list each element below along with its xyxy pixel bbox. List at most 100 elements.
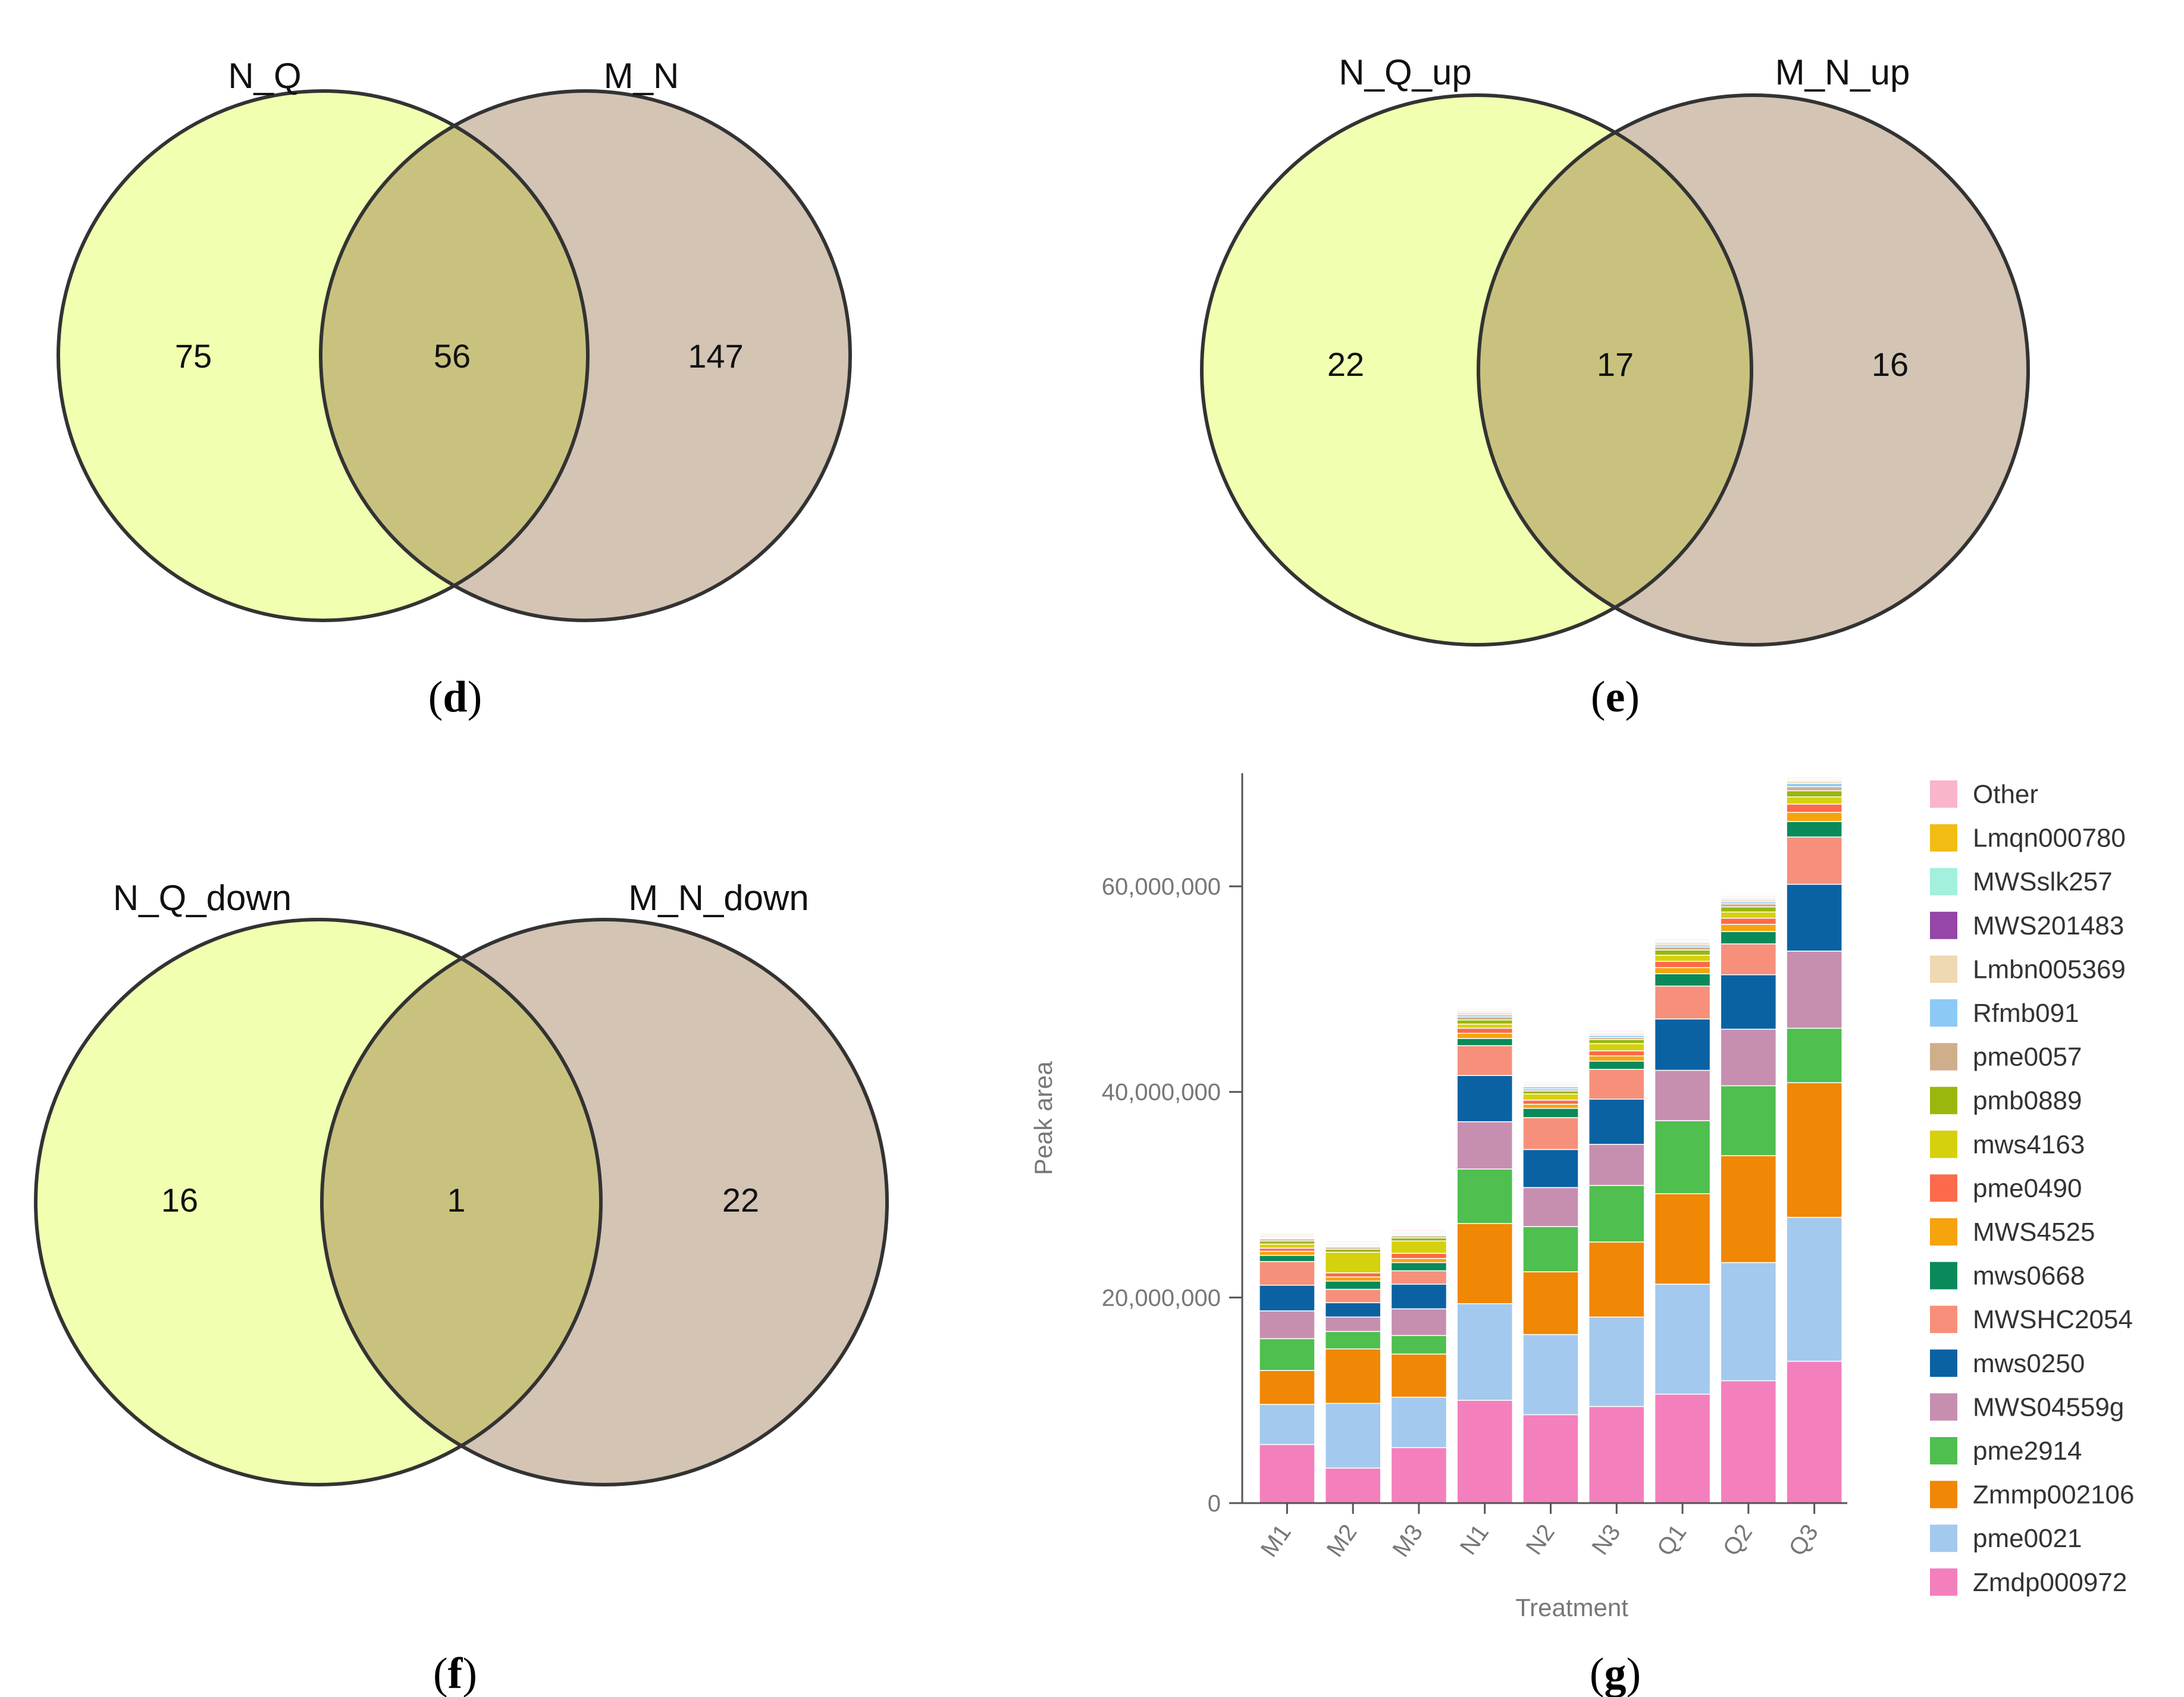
bar-segment-Q1-pme0057 xyxy=(1654,946,1711,951)
bar-segment-N1-mws4163 xyxy=(1456,1023,1513,1029)
legend-swatch-Lmbn005369 xyxy=(1930,955,1957,983)
bar-segment-Q3-mws0250 xyxy=(1786,883,1843,952)
legend-label-mws0668: mws0668 xyxy=(1973,1262,2085,1291)
bar-segment-M3-pmb0889 xyxy=(1390,1237,1447,1242)
x-tick-label: N2 xyxy=(1521,1520,1559,1560)
venn-panel-e: N_Q_up M_N_up 22 17 16 (e) xyxy=(1200,52,2030,722)
bar-segment-M3-mws0250 xyxy=(1390,1284,1447,1310)
legend-swatch-pme0057 xyxy=(1930,1043,1957,1071)
bar-segment-Q3-pme0490 xyxy=(1786,804,1843,813)
bar-segment-Q2-pme2914 xyxy=(1720,1085,1777,1156)
legend-label-Lmqn000780: Lmqn000780 xyxy=(1973,824,2126,853)
bar-segment-N1-Zmmp002106 xyxy=(1456,1223,1513,1304)
bar-segment-M3-pme2914 xyxy=(1390,1335,1447,1355)
legend-label-mws0250: mws0250 xyxy=(1973,1349,2085,1378)
legend-swatch-MWS201483 xyxy=(1930,911,1957,939)
bar-segment-N3-pme0021 xyxy=(1588,1316,1645,1407)
venn-e-left-label: N_Q_up xyxy=(1339,52,1471,92)
venn-f-right-label: M_N_down xyxy=(628,878,809,918)
venn-d-right-outline xyxy=(319,89,852,622)
legend-swatch-Zmmp002106 xyxy=(1930,1480,1957,1508)
x-tick-label: M2 xyxy=(1322,1520,1362,1562)
bar-segment-N2-Zmmp002106 xyxy=(1522,1271,1579,1335)
bar-segment-Q2-mws4163 xyxy=(1720,911,1777,919)
venn-f-left-label: N_Q_down xyxy=(113,878,292,918)
legend-label-Other: Other xyxy=(1973,780,2038,809)
panel-label-f: (f) xyxy=(433,1649,477,1697)
bar-segment-Q2-pme0490 xyxy=(1720,917,1777,925)
bar-segment-Q2-MWSHC2054 xyxy=(1720,943,1777,975)
legend-label-MWSHC2054: MWSHC2054 xyxy=(1973,1305,2133,1334)
venn-e-overlap xyxy=(1478,95,1751,645)
bar-segment-Q3-pme0021 xyxy=(1786,1216,1843,1362)
bar-segment-M2-pme0021 xyxy=(1324,1403,1381,1469)
legend-swatch-MWS4525 xyxy=(1930,1218,1957,1246)
bar-segment-Q2-Zmmp002106 xyxy=(1720,1155,1777,1263)
bar-segment-N3-Other xyxy=(1588,1030,1645,1032)
bar-segment-N2-Zmdp000972 xyxy=(1522,1414,1579,1504)
bar-segment-N3-MWS4525 xyxy=(1588,1055,1645,1062)
panel-letter-d: d xyxy=(443,673,467,722)
venn-d-left-outline xyxy=(57,89,590,622)
legend-label-Zmdp000972: Zmdp000972 xyxy=(1973,1568,2127,1597)
bar-segment-M1-mws0668 xyxy=(1259,1254,1315,1262)
bar-segment-M1-MWS4525 xyxy=(1259,1250,1315,1256)
venn-e-both-count: 17 xyxy=(1597,346,1634,383)
bar-segment-M2-Other xyxy=(1324,1240,1381,1243)
stacked-bar-chart: 0 20,000,000 40,000,000 60,000,000 M1 M2 M3 N1 N… xyxy=(1029,773,2134,1697)
legend-swatch-MWSHC2054 xyxy=(1930,1306,1957,1334)
bar-segment-M3-MWS4525 xyxy=(1390,1257,1447,1263)
bar-segment-Q1-pme2914 xyxy=(1654,1120,1711,1194)
venn-panel-d: N_Q M_N 75 56 147 (d) xyxy=(57,56,852,722)
y-tick-label: 20,000,000 xyxy=(1102,1285,1221,1311)
panel-letter-f: f xyxy=(448,1649,463,1697)
bar-segment-N1-MWS4525 xyxy=(1456,1033,1513,1039)
bar-segment-N1-pme2914 xyxy=(1456,1168,1513,1224)
bar-segment-Q3-MWS4525 xyxy=(1786,811,1843,822)
x-tick-label: M1 xyxy=(1256,1520,1296,1562)
bar-segment-Q2-pme0021 xyxy=(1720,1262,1777,1382)
bar-segment-M2-mws0250 xyxy=(1324,1302,1381,1318)
venn-f-left-count: 16 xyxy=(161,1181,198,1219)
legend-label-pmb0889: pmb0889 xyxy=(1973,1086,2082,1115)
bar-segment-Q3-Zmmp002106 xyxy=(1786,1082,1843,1218)
panel-letter-g: g xyxy=(1605,1649,1627,1697)
panel-label-g: (g) xyxy=(1590,1649,1641,1697)
x-tick-label: M3 xyxy=(1387,1520,1428,1562)
bar-segment-N2-pmb0889 xyxy=(1522,1090,1579,1094)
legend-label-MWS4525: MWS4525 xyxy=(1973,1218,2095,1247)
x-axis-title: Treatment xyxy=(1515,1594,1628,1621)
venn-d-right-count: 147 xyxy=(688,337,743,375)
bar-segment-Q1-pmb0889 xyxy=(1654,949,1711,956)
legend-label-Lmbn005369: Lmbn005369 xyxy=(1973,955,2126,984)
bar-segment-N3-pme2914 xyxy=(1588,1185,1645,1243)
bar-segment-N3-mws0668 xyxy=(1588,1061,1645,1070)
legend-label-mws4163: mws4163 xyxy=(1973,1130,2085,1159)
bar-segment-M1-mws0250 xyxy=(1259,1284,1315,1312)
bar-segment-M1-MWSHC2054 xyxy=(1259,1261,1315,1286)
venn-d-both-count: 56 xyxy=(434,337,471,375)
chart-legend: Other Lmqn000780 MWSslk257 MWS201483 Lmbn005… xyxy=(1930,780,2134,1597)
legend-swatch-mws4163 xyxy=(1930,1130,1957,1158)
venn-d-left-label: N_Q xyxy=(228,56,301,96)
bar-segment-M1-pme2914 xyxy=(1259,1338,1315,1371)
bar-segment-N3-Zmdp000972 xyxy=(1588,1406,1645,1504)
legend-label-pme0057: pme0057 xyxy=(1973,1043,2082,1072)
bar-segment-Q1-Zmdp000972 xyxy=(1654,1394,1711,1504)
legend-swatch-mws0250 xyxy=(1930,1349,1957,1377)
bar-segment-Q2-pme0057 xyxy=(1720,903,1777,908)
bar-segment-Q3-Zmdp000972 xyxy=(1786,1360,1843,1504)
x-tick-label: N3 xyxy=(1587,1520,1625,1560)
bar-segment-N2-MWS4525 xyxy=(1522,1103,1579,1109)
bar-segment-M2-pme0490 xyxy=(1324,1272,1381,1278)
venn-panel-f: N_Q_down M_N_down 16 1 22 (f) xyxy=(34,878,889,1697)
legend-label-MWS04559g: MWS04559g xyxy=(1973,1392,2124,1422)
bar-segment-Q3-Rfmb091 xyxy=(1786,783,1843,788)
bar-segment-N3-pmb0889 xyxy=(1588,1039,1645,1044)
legend-swatch-pmb0889 xyxy=(1930,1087,1957,1115)
bar-segment-M3-MWS04559g xyxy=(1390,1308,1447,1337)
bar-segment-N2-Other xyxy=(1522,1081,1579,1083)
legend-swatch-Other xyxy=(1930,780,1957,808)
legend-swatch-Zmdp000972 xyxy=(1930,1568,1957,1596)
legend-swatch-pme0021 xyxy=(1930,1525,1957,1552)
